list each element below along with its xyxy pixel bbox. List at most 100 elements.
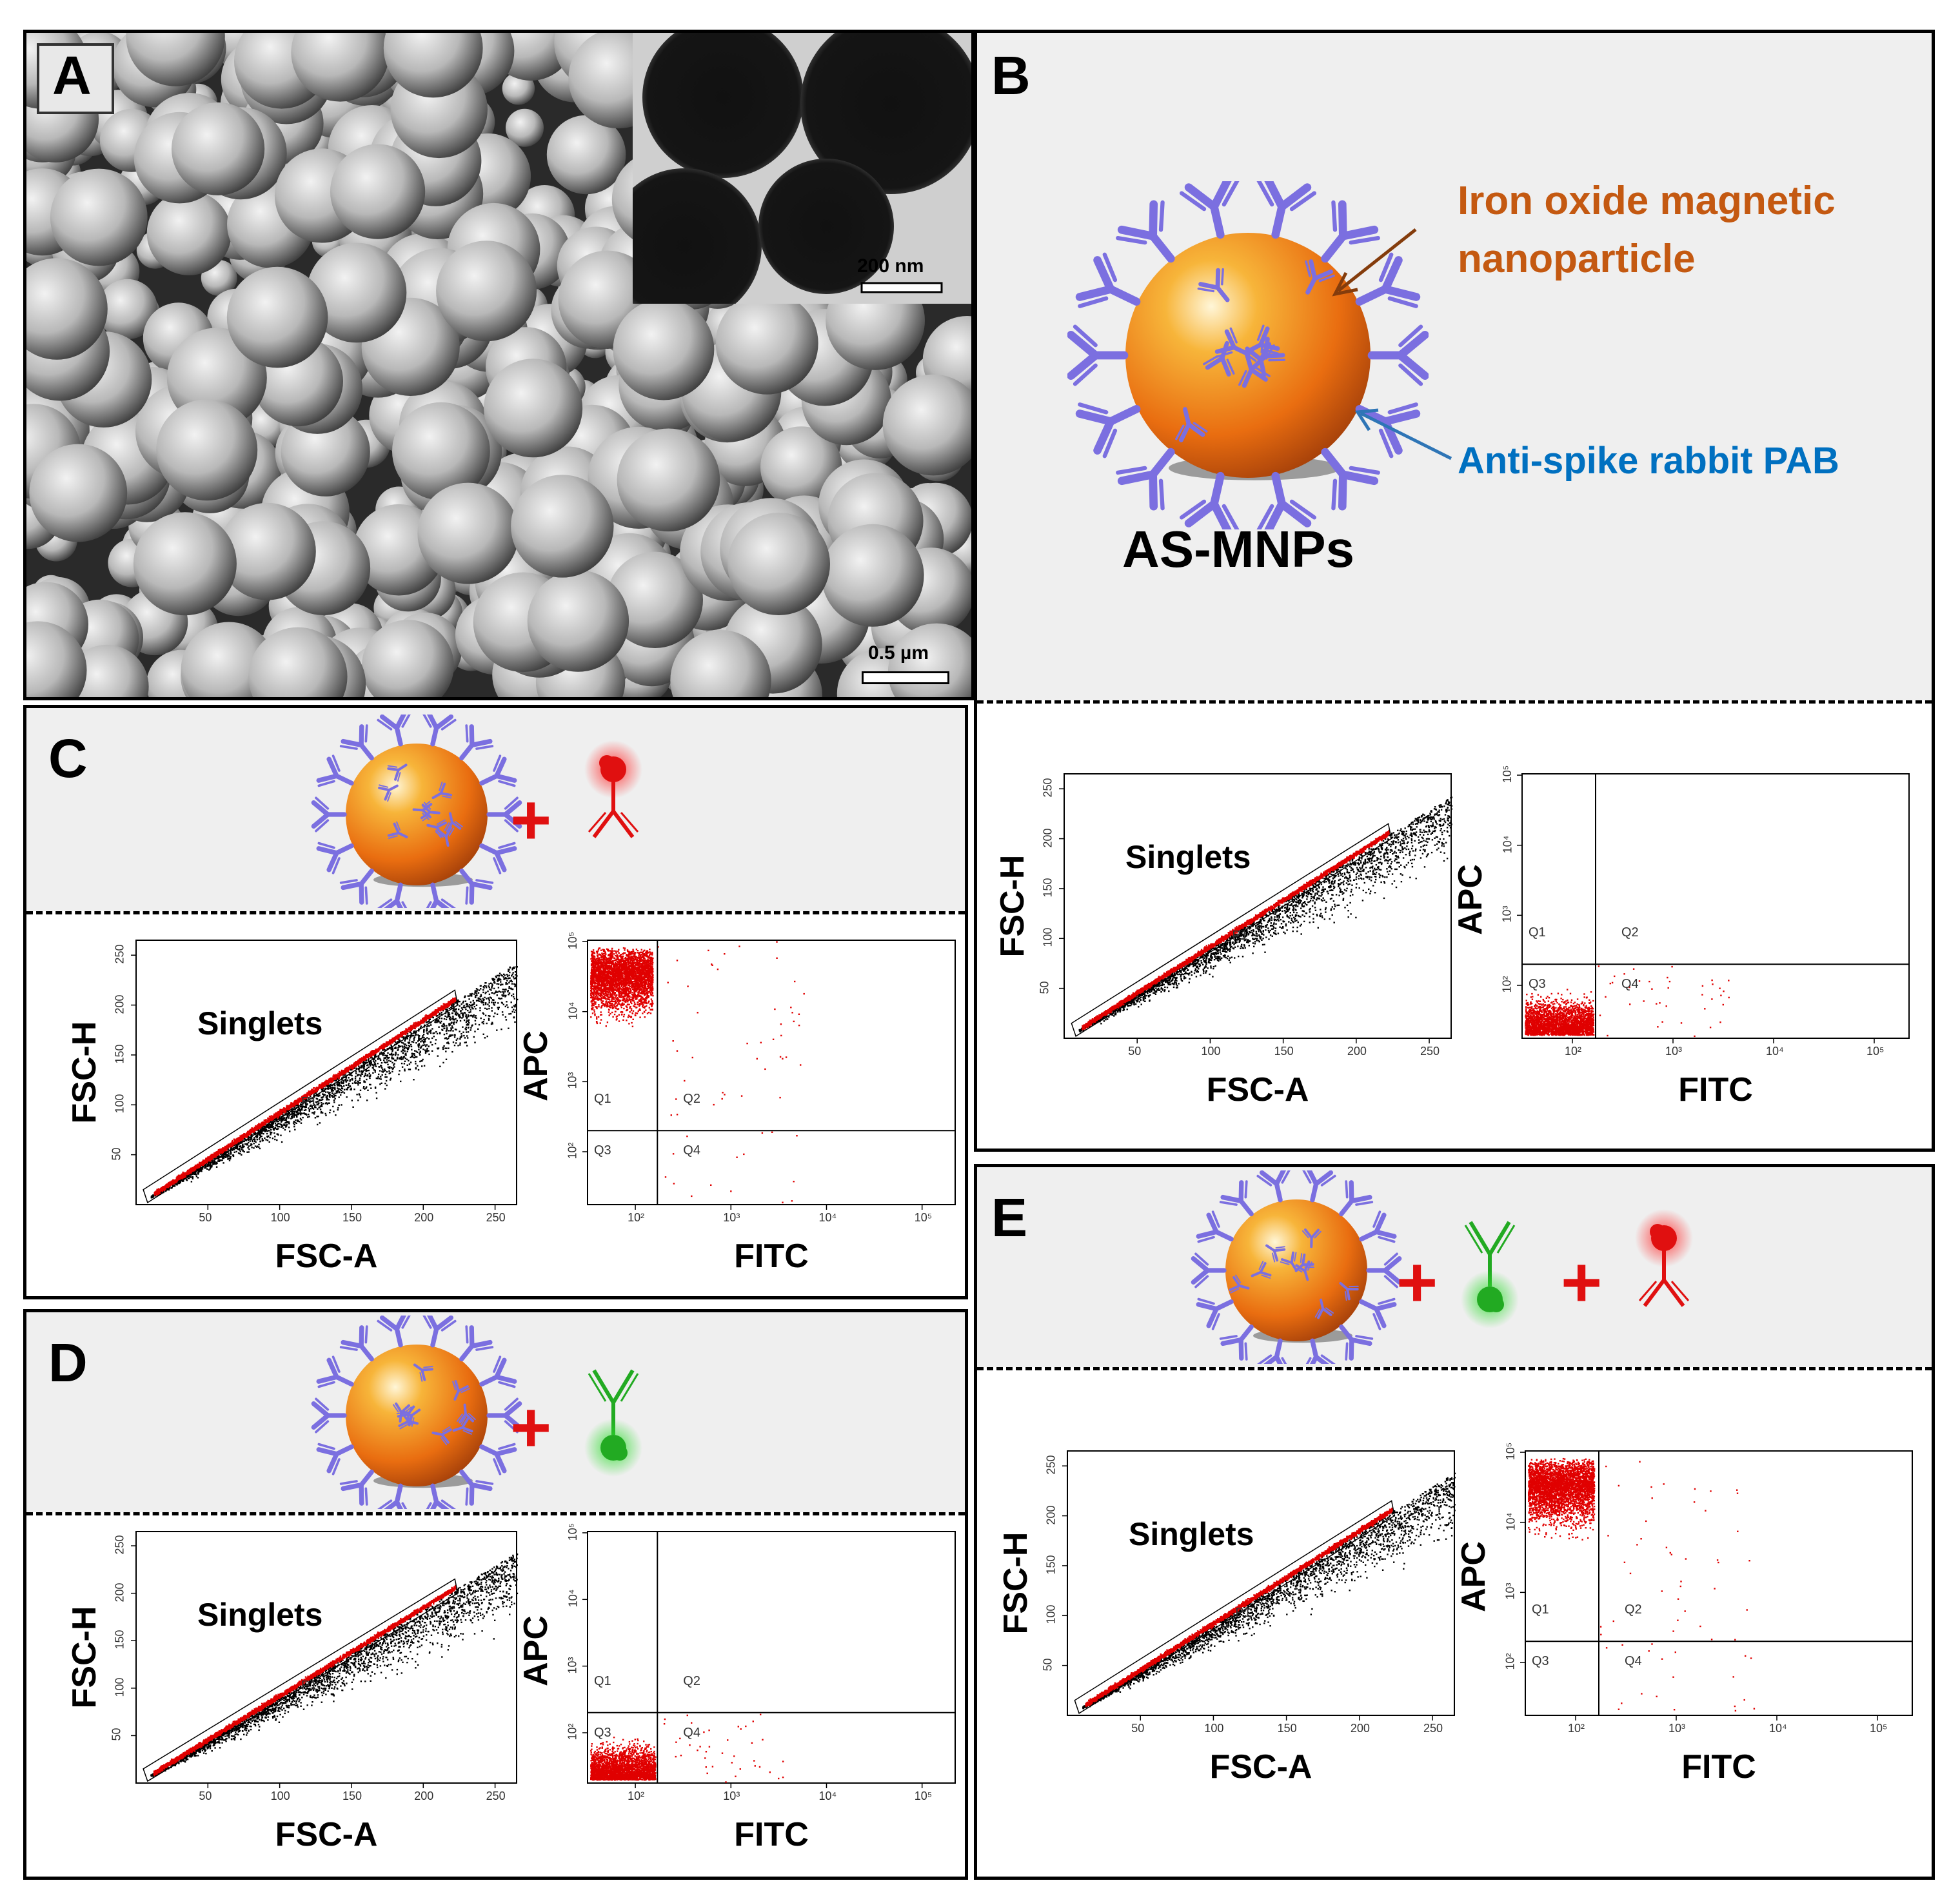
x-tick-label: 10³ xyxy=(1668,1722,1685,1735)
y-tick-label: 250 xyxy=(114,945,127,964)
y-tick-label: 10³ xyxy=(566,1072,580,1089)
x-tick-label: 10³ xyxy=(723,1790,740,1803)
x-tick-label: 50 xyxy=(199,1790,212,1803)
quadrant-label: Q1 xyxy=(1529,925,1546,940)
gate-id-label: P1 xyxy=(301,1679,317,1693)
as-mnps-title: AS-MNPs xyxy=(1122,520,1354,579)
gate-label: Singlets xyxy=(1125,838,1251,876)
iron-oxide-label-line2: nanoparticle xyxy=(1458,236,1696,282)
y-tick-label: 50 xyxy=(110,1147,124,1160)
plus-sign: + xyxy=(510,1386,551,1468)
y-tick-label: 150 xyxy=(114,1044,127,1063)
green-antibody xyxy=(584,1369,642,1477)
x-tick-label: 200 xyxy=(1347,1045,1367,1058)
x-tick-label: 10² xyxy=(628,1211,644,1225)
panel-c: C + 50 50 100 100 150 150 200 200 250 250 FSC-A FSC… xyxy=(23,705,968,1299)
y-tick-label: 10⁵ xyxy=(566,932,580,949)
quadrant-label: Q2 xyxy=(1625,1602,1642,1617)
fsc-plot-c: 50 50 100 100 150 150 200 200 250 250 FSC-A FSC-H Si… xyxy=(65,934,530,1295)
x-tick-label: 250 xyxy=(486,1211,506,1225)
x-axis-label: FITC xyxy=(1651,1070,1780,1109)
x-axis-label: FITC xyxy=(1654,1748,1783,1786)
y-tick-label: 10³ xyxy=(566,1657,580,1673)
x-tick-label: 10⁵ xyxy=(915,1211,932,1225)
quadrant-label: Q3 xyxy=(1532,1654,1549,1669)
plus-sign-1: + xyxy=(1396,1241,1438,1323)
x-tick-label: 10² xyxy=(628,1790,644,1803)
x-tick-label: 200 xyxy=(1351,1722,1370,1735)
red-antibody xyxy=(1635,1209,1693,1307)
sem-scale-label: 0.5 µm xyxy=(868,642,929,664)
quadrant-label: Q2 xyxy=(683,1092,700,1107)
x-tick-label: 200 xyxy=(414,1790,433,1803)
iron-oxide-label-line1: Iron oxide magnetic xyxy=(1458,178,1836,224)
panel-d-illustration xyxy=(311,1316,522,1509)
x-tick-label: 100 xyxy=(271,1211,290,1225)
scatter-events xyxy=(590,941,805,1203)
x-axis-label: FITC xyxy=(707,1237,836,1276)
x-tick-label: 10⁴ xyxy=(819,1790,837,1803)
x-tick-label: 250 xyxy=(486,1790,506,1803)
y-tick-label: 250 xyxy=(1045,1455,1058,1475)
x-tick-label: 10⁵ xyxy=(915,1790,932,1803)
x-tick-label: 50 xyxy=(199,1211,212,1225)
y-tick-label: 10³ xyxy=(1501,906,1514,923)
anti-spike-pab-label: Anti-spike rabbit PAB xyxy=(1458,439,1839,482)
scatter-gate xyxy=(1085,1507,1393,1707)
quadrant-label: Q4 xyxy=(683,1143,700,1158)
panel-c-illustration xyxy=(311,715,522,908)
gate-id-label: P1 xyxy=(1235,1606,1251,1621)
plus-sign: + xyxy=(510,779,551,861)
gate-label: Singlets xyxy=(197,1005,322,1042)
y-tick-label: 10⁴ xyxy=(1504,1512,1518,1530)
scatter-events xyxy=(1525,965,1730,1038)
y-tick-label: 10⁴ xyxy=(566,1590,580,1608)
green-antibody xyxy=(1461,1221,1519,1328)
x-tick-label: 100 xyxy=(1201,1045,1220,1058)
scatter-gate xyxy=(153,997,457,1196)
y-tick-label: 10³ xyxy=(1504,1583,1518,1600)
panel-letter-e: E xyxy=(991,1187,1027,1249)
panel-letter-d: D xyxy=(48,1332,88,1394)
fsc-plot-d: 50 50 100 100 150 150 200 200 250 250 FSC-A FSC-H Si… xyxy=(65,1525,530,1873)
panel-d: D + 50 50 100 100 150 150 200 200 250 250 FSC-A FSC… xyxy=(23,1309,968,1880)
apc-plot-d: Q1 Q2 Q3 Q4 10² 10² 10³ 10³ 10⁴ 10⁴ 10⁵ 10⁵ FITC APC xyxy=(517,1523,965,1873)
apc-plot-e: Q1 Q2 Q3 Q4 10² 10² 10³ 10³ 10⁴ 10⁴ 10⁵ 10⁵ FITC APC xyxy=(1454,1443,1925,1806)
x-tick-label: 250 xyxy=(1420,1045,1440,1058)
y-tick-label: 50 xyxy=(1038,981,1052,994)
y-tick-label: 10⁴ xyxy=(1501,835,1514,853)
y-tick-label: 100 xyxy=(114,1677,127,1697)
x-tick-label: 10⁴ xyxy=(1769,1722,1787,1735)
x-tick-label: 250 xyxy=(1423,1722,1443,1735)
y-axis-label: APC xyxy=(1454,1525,1493,1628)
panel-letter-b: B xyxy=(991,44,1031,107)
apc-plot-b: Q1 Q2 Q3 Q4 10² 10² 10³ 10³ 10⁴ 10⁴ 10⁵ 10⁵ FITC APC xyxy=(1451,765,1922,1129)
x-tick-label: 150 xyxy=(342,1211,362,1225)
panel-letter-c: C xyxy=(48,727,88,790)
quadrant-label: Q4 xyxy=(683,1726,700,1740)
x-tick-label: 10⁵ xyxy=(1866,1045,1884,1058)
x-tick-label: 50 xyxy=(1131,1722,1144,1735)
x-tick-label: 10² xyxy=(1568,1722,1585,1735)
y-axis-label: FSC-H xyxy=(996,1519,1035,1648)
x-tick-label: 150 xyxy=(1278,1722,1297,1735)
scatter-events xyxy=(590,1713,784,1783)
gate-id-label: P1 xyxy=(301,1095,317,1110)
y-tick-label: 10² xyxy=(1504,1653,1518,1670)
gate-id-label: P1 xyxy=(1232,929,1247,943)
scatter-gate xyxy=(1082,829,1390,1030)
x-tick-label: 50 xyxy=(1128,1045,1141,1058)
y-tick-label: 50 xyxy=(1042,1658,1055,1671)
x-tick-label: 10³ xyxy=(1665,1045,1682,1058)
y-axis-label: FSC-H xyxy=(65,1593,104,1722)
x-axis-label: FSC-A xyxy=(262,1237,391,1276)
panel-e: E + + 50 50 100 100 150 150 200 200 250 250 FSC-A F… xyxy=(974,1164,1935,1880)
panel-a: 200 nm 0.5 µm A xyxy=(23,30,975,700)
y-tick-label: 100 xyxy=(1045,1605,1058,1624)
x-tick-label: 10² xyxy=(1565,1045,1581,1058)
x-tick-label: 10³ xyxy=(723,1211,740,1225)
x-tick-label: 100 xyxy=(1204,1722,1223,1735)
x-axis-label: FSC-A xyxy=(262,1815,391,1854)
y-axis-label: FSC-H xyxy=(993,842,1032,971)
gate-label: Singlets xyxy=(197,1596,322,1633)
